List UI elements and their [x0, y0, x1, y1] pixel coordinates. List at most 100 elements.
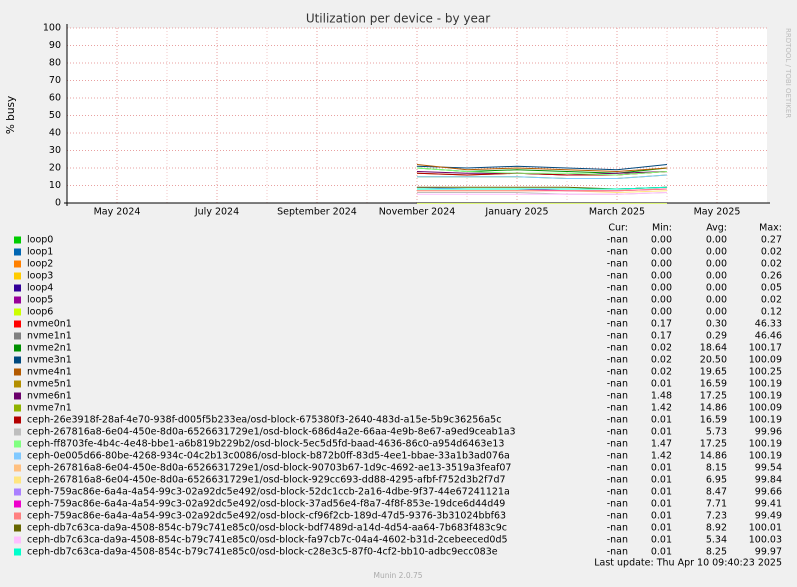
legend-label: ceph-db7c63ca-da9a-4508-854c-b79c741e85c…: [27, 547, 498, 558]
stat-value: -nan: [607, 403, 628, 414]
stat-value: 99.41: [755, 499, 782, 510]
legend-label: ceph-759ac86e-6a4a-4a54-99c3-02a92dc5e49…: [27, 499, 505, 510]
stat-value: 99.97: [755, 547, 782, 558]
stat-value: 14.86: [700, 451, 727, 462]
legend-swatch: [14, 488, 21, 496]
legend-swatch: [14, 272, 21, 280]
legend-label: ceph-db7c63ca-da9a-4508-854c-b79c741e85c…: [27, 523, 507, 534]
side-note: RRDTOOL / TOBI OETIKER: [784, 28, 792, 118]
stat-header: Max:: [759, 223, 782, 234]
stat-value: 17.25: [700, 391, 727, 402]
series-line: [417, 188, 668, 192]
stat-value: 0.02: [761, 295, 782, 306]
y-tick-label: 0: [55, 198, 61, 209]
stat-value: -nan: [607, 463, 628, 474]
stat-value: 100.19: [749, 451, 782, 462]
stat-value: 0.00: [651, 283, 672, 294]
stat-value: 99.66: [755, 487, 782, 498]
stat-value: 0.01: [651, 427, 672, 438]
stat-value: -nan: [607, 391, 628, 402]
stat-value: 100.25: [749, 367, 782, 378]
legend-swatch: [14, 236, 21, 244]
legend-swatch: [14, 320, 21, 328]
stat-value: -nan: [607, 295, 628, 306]
stat-value: 7.71: [706, 499, 727, 510]
legend-label: nvme7n1: [27, 403, 72, 414]
stat-value: -nan: [607, 319, 628, 330]
stat-value: 0.30: [706, 319, 727, 330]
legend-swatch: [14, 380, 21, 388]
y-tick-label: 40: [49, 128, 61, 139]
legend-label: nvme4n1: [27, 367, 72, 378]
stat-value: -nan: [607, 415, 628, 426]
stat-value: -nan: [607, 487, 628, 498]
legend-swatch: [14, 284, 21, 292]
stat-header: Cur:: [608, 223, 628, 234]
stat-value: -nan: [607, 439, 628, 450]
x-tick-label: July 2024: [194, 207, 239, 218]
legend-label: nvme2n1: [27, 343, 72, 354]
y-tick-label: 20: [49, 163, 61, 174]
stat-value: 100.09: [749, 403, 782, 414]
legend-swatch: [14, 368, 21, 376]
stat-value: -nan: [607, 343, 628, 354]
stat-value: -nan: [607, 427, 628, 438]
series-line: [416, 167, 668, 176]
legend-label: ceph-267816a8-6e04-450e-8d0a-6526631729e…: [27, 427, 516, 438]
x-tick-label: May 2024: [94, 207, 141, 218]
stat-value: 14.86: [700, 403, 727, 414]
legend-swatch: [14, 356, 21, 364]
x-tick-label: September 2024: [277, 207, 357, 218]
stat-value: -nan: [607, 259, 628, 270]
legend-swatch: [14, 392, 21, 400]
legend-label: loop3: [27, 271, 53, 282]
x-tick-label: March 2025: [589, 207, 645, 218]
legend-label: loop5: [27, 295, 53, 306]
x-tick-label: January 2025: [484, 207, 548, 218]
stat-value: 100.19: [749, 391, 782, 402]
stat-value: 1.42: [651, 451, 672, 462]
stat-value: 0.00: [706, 307, 727, 318]
stat-value: 99.84: [755, 475, 782, 486]
stat-value: -nan: [607, 511, 628, 522]
stat-value: 0.01: [651, 463, 672, 474]
legend-label: ceph-db7c63ca-da9a-4508-854c-b79c741e85c…: [27, 535, 508, 546]
legend-swatch: [14, 308, 21, 316]
stat-value: 0.01: [651, 415, 672, 426]
stat-value: -nan: [607, 247, 628, 258]
stat-value: 0.01: [651, 547, 672, 558]
stat-value: 0.00: [706, 271, 727, 282]
stat-value: 6.95: [706, 475, 727, 486]
stat-value: 100.17: [749, 343, 782, 354]
y-tick-label: 30: [49, 145, 61, 156]
stat-value: 0.00: [651, 259, 672, 270]
stat-value: -nan: [607, 379, 628, 390]
stat-value: -nan: [607, 271, 628, 282]
legend-label: ceph-759ac86e-6a4a-4a54-99c3-02a92dc5e49…: [27, 511, 506, 522]
stat-value: 46.33: [755, 319, 782, 330]
stat-value: 0.00: [651, 307, 672, 318]
stat-value: 0.02: [651, 355, 672, 366]
stat-value: 0.00: [706, 283, 727, 294]
stat-value: 99.54: [755, 463, 782, 474]
stat-value: 1.48: [651, 391, 672, 402]
stat-value: 0.27: [761, 235, 782, 246]
stat-value: 99.49: [755, 511, 782, 522]
stat-value: 0.02: [761, 247, 782, 258]
y-tick-label: 50: [49, 110, 61, 121]
stat-value: 99.96: [755, 427, 782, 438]
stat-value: 19.65: [700, 367, 727, 378]
legend-swatch: [14, 476, 21, 484]
stat-value: 0.01: [651, 523, 672, 534]
legend-swatch: [14, 404, 21, 412]
legend-swatch: [14, 500, 21, 508]
chart-title: Utilization per device - by year: [306, 12, 490, 26]
y-tick-label: 80: [49, 58, 61, 69]
legend-label: loop1: [27, 247, 53, 258]
footer: Munin 2.0.75: [373, 571, 422, 580]
stat-value: 0.12: [761, 307, 782, 318]
stat-value: 0.02: [761, 259, 782, 270]
stat-header: Avg:: [706, 223, 727, 234]
legend-swatch: [14, 440, 21, 448]
